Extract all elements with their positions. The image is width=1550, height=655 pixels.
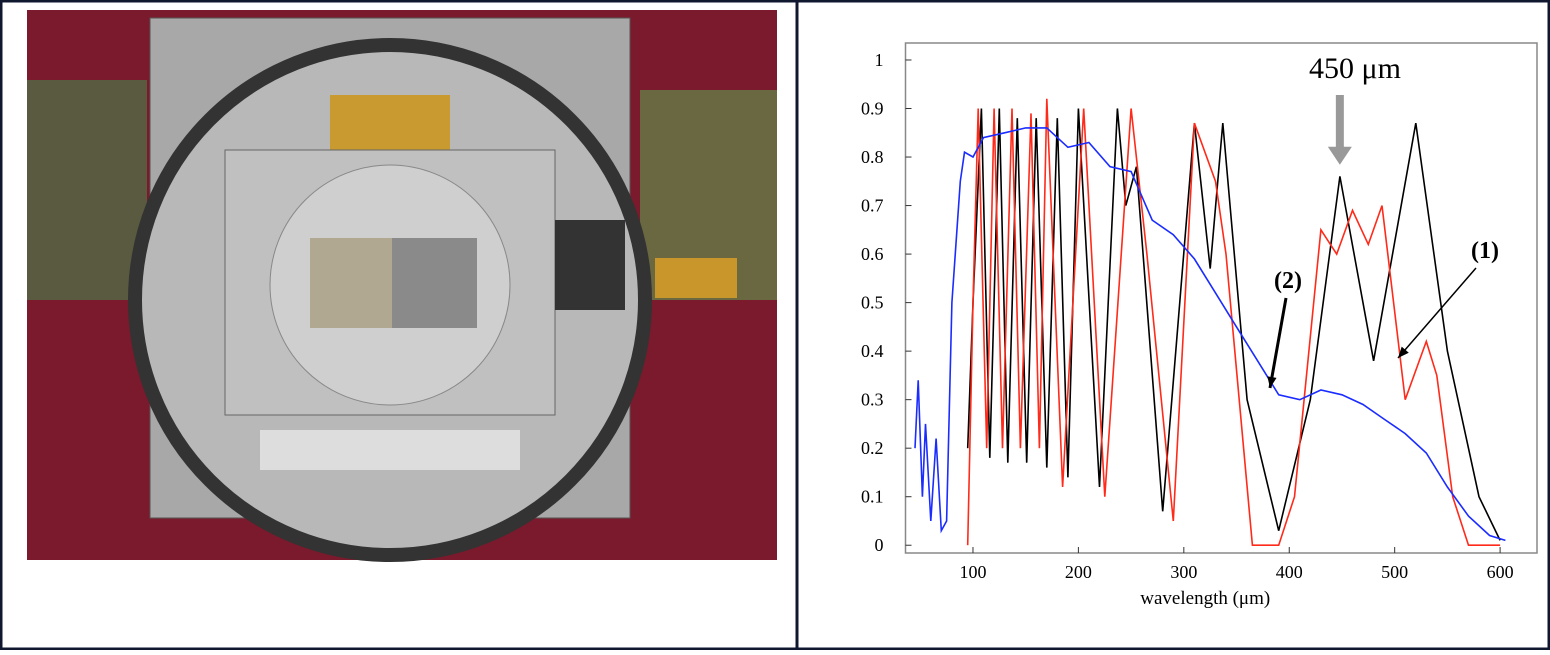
y-tick-label: 0.7	[861, 196, 884, 216]
series-line	[914, 127, 1506, 542]
x-tick-label: 300	[1170, 562, 1197, 582]
x-axis-label: wavelength (μm)	[1140, 588, 1270, 609]
annotation-arrow	[1397, 267, 1477, 359]
y-tick-label: 0.6	[861, 244, 884, 264]
x-tick-label: 400	[1276, 562, 1303, 582]
annotation-arrowhead	[1327, 146, 1352, 165]
annotation-arrowhead	[1398, 346, 1409, 358]
series-line	[966, 98, 1501, 546]
y-tick-label: 0	[875, 535, 884, 555]
y-tick-label: 0.8	[861, 147, 884, 167]
annotation: (1)	[1471, 238, 1499, 264]
annotation: (2)	[1274, 268, 1302, 294]
y-tick-label: 0.1	[861, 487, 884, 507]
y-tick-label: 0.3	[861, 390, 884, 410]
annotation-arrow	[1268, 297, 1288, 389]
x-tick-label: 500	[1381, 562, 1408, 582]
x-tick-label: 100	[959, 562, 986, 582]
y-tick-label: 1	[875, 50, 884, 70]
annotation-arrowhead	[1267, 376, 1277, 388]
x-tick-label: 200	[1065, 562, 1092, 582]
y-tick-label: 0.9	[861, 99, 884, 119]
y-tick-label: 0.4	[861, 341, 884, 361]
series-line	[966, 108, 1501, 541]
plot-area	[904, 42, 1538, 554]
y-tick-label: 0.5	[861, 293, 884, 313]
x-tick-label: 600	[1487, 562, 1514, 582]
y-tick-label: 0.2	[861, 438, 884, 458]
photo	[27, 10, 777, 562]
annotation: 450 μm	[1309, 52, 1401, 85]
